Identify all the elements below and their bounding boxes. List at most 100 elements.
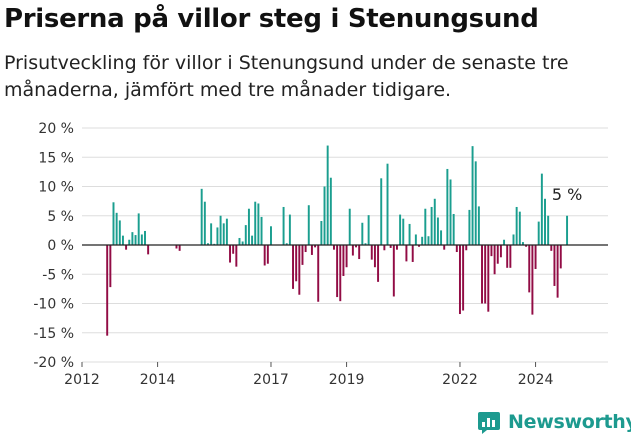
bar bbox=[427, 236, 430, 245]
bar bbox=[260, 216, 263, 245]
bar bbox=[411, 245, 414, 262]
bar bbox=[238, 237, 241, 245]
bar bbox=[474, 161, 477, 245]
bar bbox=[458, 245, 461, 315]
bars bbox=[106, 145, 569, 336]
y-tick-label: 20 % bbox=[38, 121, 74, 137]
bar bbox=[402, 218, 405, 245]
bar bbox=[336, 245, 339, 298]
y-tick-label: -20 % bbox=[33, 355, 74, 371]
bar bbox=[342, 245, 345, 276]
bar bbox=[310, 245, 313, 255]
bar bbox=[395, 245, 398, 250]
y-tick-label: 0 % bbox=[47, 238, 74, 254]
x-tick-label: 2017 bbox=[253, 372, 289, 388]
bar bbox=[377, 245, 380, 282]
bar bbox=[386, 163, 389, 245]
chart-title: Priserna på villor steg i Stenungsund bbox=[4, 4, 539, 34]
bar bbox=[247, 208, 250, 245]
bar bbox=[317, 245, 320, 302]
y-tick-label: -10 % bbox=[33, 297, 74, 313]
bar bbox=[203, 201, 206, 245]
bar bbox=[484, 245, 487, 304]
bar bbox=[540, 173, 543, 245]
bar bbox=[550, 245, 553, 251]
bar bbox=[345, 245, 348, 268]
bar bbox=[421, 236, 424, 245]
bar bbox=[254, 201, 257, 245]
bar bbox=[295, 245, 298, 282]
bar bbox=[471, 146, 474, 245]
bar bbox=[314, 245, 317, 248]
bar bbox=[515, 206, 518, 245]
bar bbox=[465, 245, 468, 251]
bar bbox=[351, 245, 354, 256]
bar bbox=[251, 235, 254, 245]
y-tick-label: 15 % bbox=[38, 150, 74, 166]
bar bbox=[367, 215, 370, 245]
bar bbox=[462, 245, 465, 311]
bar bbox=[225, 218, 228, 245]
y-tick-label: 10 % bbox=[38, 180, 74, 196]
bar bbox=[370, 245, 373, 260]
bar bbox=[493, 245, 496, 275]
bar bbox=[235, 245, 238, 267]
bar bbox=[241, 241, 244, 245]
bar bbox=[216, 227, 219, 245]
bar bbox=[496, 245, 499, 264]
bar bbox=[534, 245, 537, 269]
x-axis: 2012 2014 2017 2019 2022 2024 bbox=[64, 362, 553, 388]
bar bbox=[503, 239, 506, 245]
bar bbox=[301, 245, 304, 265]
bar bbox=[125, 245, 128, 250]
bar bbox=[418, 245, 420, 247]
bar bbox=[210, 223, 213, 245]
bar bbox=[348, 208, 351, 245]
bar bbox=[414, 234, 417, 245]
y-tick-label: -15 % bbox=[33, 326, 74, 342]
bar bbox=[229, 245, 232, 263]
bar bbox=[424, 208, 427, 245]
x-tick-label: 2022 bbox=[442, 372, 478, 388]
bar bbox=[446, 168, 449, 245]
bar bbox=[178, 245, 181, 251]
bar bbox=[566, 215, 569, 245]
bar bbox=[257, 203, 260, 245]
bar bbox=[282, 206, 285, 245]
bar bbox=[355, 245, 357, 248]
bar bbox=[547, 215, 550, 245]
bar bbox=[531, 245, 534, 315]
bar bbox=[320, 221, 323, 245]
y-tick-label: 5 % bbox=[47, 209, 74, 225]
bar bbox=[263, 245, 266, 266]
bar bbox=[326, 145, 329, 245]
bar bbox=[266, 245, 269, 264]
bar bbox=[128, 239, 131, 245]
bar bbox=[137, 213, 140, 245]
bar bbox=[361, 222, 364, 245]
bar bbox=[383, 245, 386, 251]
bar bbox=[440, 230, 443, 246]
bar bbox=[270, 226, 272, 245]
bar bbox=[115, 212, 118, 245]
brand-logo: Newsworthy bbox=[476, 408, 631, 436]
bar bbox=[333, 245, 335, 250]
latest-value-label: 5 % bbox=[552, 185, 582, 204]
bar bbox=[537, 221, 540, 245]
bar bbox=[121, 235, 124, 245]
bar bbox=[292, 245, 294, 289]
y-axis: -20 % -15 % -10 % -5 % 0 % 5 % 10 % 15 % 20 % bbox=[33, 121, 74, 371]
bar bbox=[200, 188, 203, 245]
bar bbox=[112, 202, 115, 245]
newsworthy-logo-icon bbox=[478, 412, 500, 434]
bar bbox=[323, 186, 326, 245]
bar bbox=[449, 179, 452, 245]
bar bbox=[380, 178, 383, 245]
bar bbox=[405, 245, 408, 262]
bar bbox=[358, 245, 361, 260]
bar bbox=[244, 225, 247, 245]
bar bbox=[288, 214, 291, 245]
bar bbox=[175, 245, 178, 249]
bar bbox=[455, 245, 458, 253]
bar bbox=[499, 245, 502, 258]
